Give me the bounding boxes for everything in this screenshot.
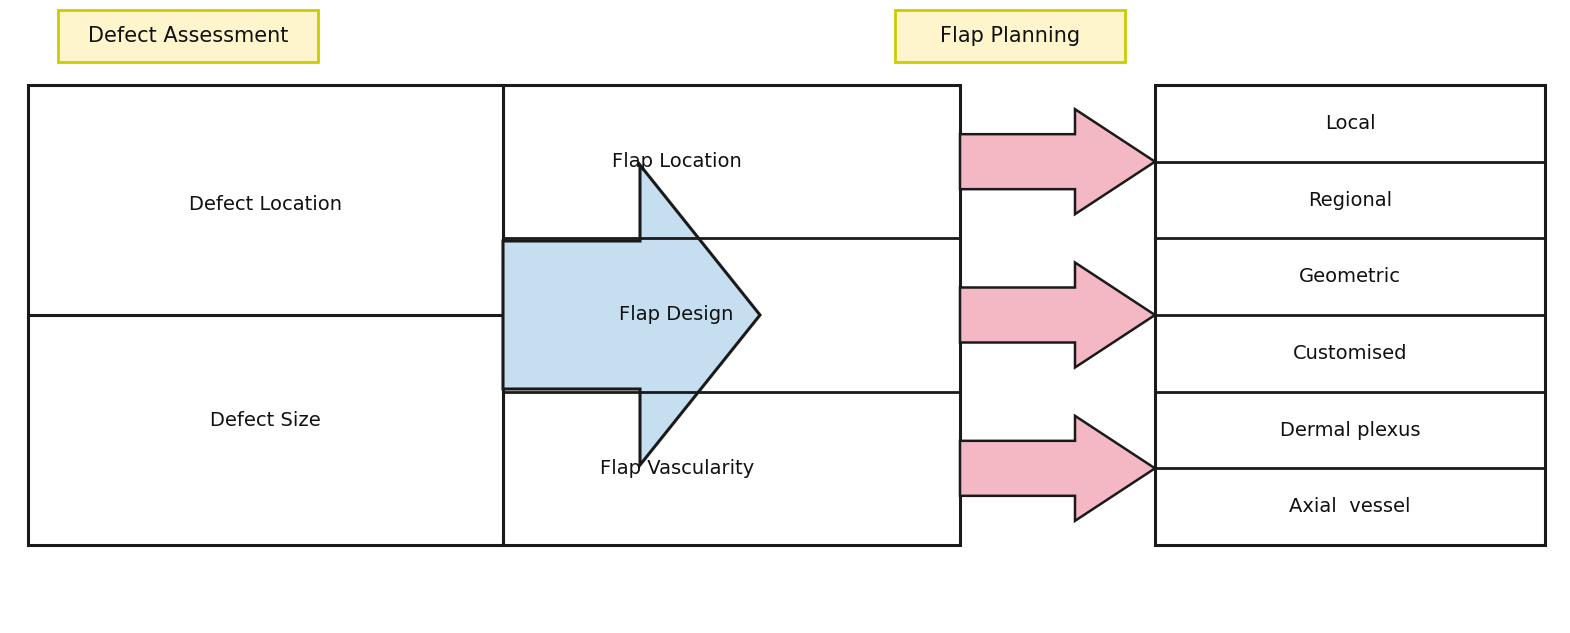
Polygon shape xyxy=(1156,85,1545,545)
Text: Flap Vascularity: Flap Vascularity xyxy=(600,459,754,478)
Text: Flap Location: Flap Location xyxy=(612,152,741,171)
Text: Axial  vessel: Axial vessel xyxy=(1289,497,1411,516)
Polygon shape xyxy=(58,10,319,62)
Text: Regional: Regional xyxy=(1308,191,1393,210)
Text: Customised: Customised xyxy=(1292,344,1407,363)
Polygon shape xyxy=(502,85,959,545)
Polygon shape xyxy=(28,85,502,545)
Text: Flap Planning: Flap Planning xyxy=(940,26,1080,46)
Text: Defect Assessment: Defect Assessment xyxy=(88,26,289,46)
Polygon shape xyxy=(895,10,1126,62)
Text: Flap Design: Flap Design xyxy=(620,306,733,325)
Polygon shape xyxy=(959,416,1156,521)
Text: Local: Local xyxy=(1325,114,1375,133)
Text: Dermal plexus: Dermal plexus xyxy=(1280,420,1421,439)
Text: Defect Size: Defect Size xyxy=(210,411,320,430)
Polygon shape xyxy=(959,263,1156,368)
Polygon shape xyxy=(502,165,760,465)
Text: Defect Location: Defect Location xyxy=(188,195,342,214)
Polygon shape xyxy=(959,109,1156,214)
Text: Geometric: Geometric xyxy=(1298,267,1400,286)
